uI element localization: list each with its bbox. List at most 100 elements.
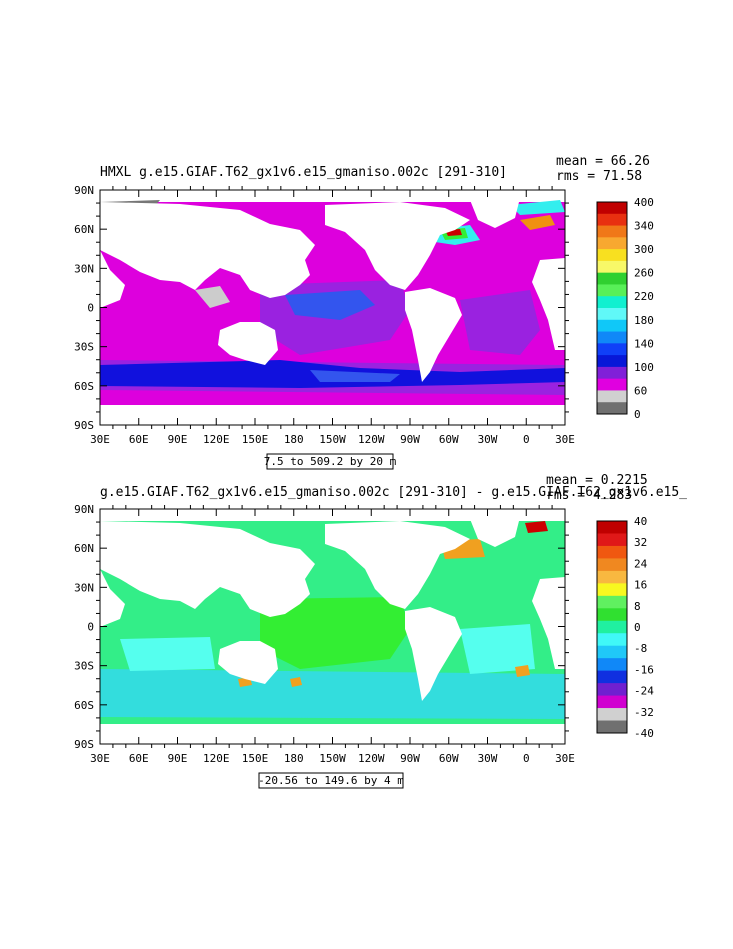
panel-2-range-label: -20.56 to 149.6 by 4 m (258, 774, 404, 787)
panel-1-rms-label: rms = (556, 169, 595, 184)
panel-1-blue-sh2 (310, 370, 400, 382)
panel-2-colorbar-swatch (597, 633, 627, 647)
panel-2-x-tick-label: 60W (439, 752, 459, 765)
panel-2-axes: 30E 60E 90E 120E 150E 180 150W 120W 90W 60W 30W 0 30… (74, 503, 575, 765)
panel-2-colorbar-swatch (597, 533, 627, 547)
panel-1-colorbar-label: 100 (634, 361, 654, 374)
panel-2-stats: mean = 0.2215 rms = 4.283 (546, 473, 648, 503)
panel-2-colorbar-swatch (597, 545, 627, 559)
panel-1-x-tick-label: 90W (400, 433, 420, 446)
panel-2-x-tick-label: 150W (319, 752, 346, 765)
panel-1-natl-orange (520, 215, 555, 230)
panel-1-colorbar-swatch (597, 260, 627, 274)
panel-1-colorbar-label: 300 (634, 243, 654, 256)
panel-1-x-tick-label: 60E (129, 433, 149, 446)
panel-2-x-tick-label: 90W (400, 752, 420, 765)
panel-2-colorbar-swatch (597, 670, 627, 684)
panel-2-x-tick-label: 120E (203, 752, 230, 765)
panel-1-colorbar-swatch (597, 390, 627, 403)
panel-1-colorbar-swatch (597, 319, 627, 333)
panel-1-colorbar-label: 340 (634, 220, 654, 233)
panel-2-x-tick-label: 30E (555, 752, 575, 765)
panel-1-rms-value: 71.58 (603, 169, 642, 184)
panel-2-colorbar-swatch (597, 695, 627, 709)
panel-2-rms-value: 4.283 (593, 488, 632, 503)
panel-2-y-tick-label: 60S (74, 699, 94, 712)
panel-1-colorbar-swatch (597, 296, 627, 309)
panel-2-sh-orange-2 (290, 677, 302, 687)
panel-2: g.e15.GIAF.T62_gx1v6.e15_gmaniso.002c [2… (74, 473, 687, 789)
panel-2-rms-label: rms = (546, 488, 585, 503)
panel-2-title: g.e15.GIAF.T62_gx1v6.e15_gmaniso.002c [2… (100, 485, 687, 500)
panel-1-x-tick-label: 150W (319, 433, 346, 446)
panel-1-x-tick-label: 30E (90, 433, 110, 446)
panel-1-mean-label: mean = (556, 154, 603, 169)
panel-1-range-label: 7.5 to 509.2 by 20 m (264, 455, 397, 468)
panel-2-colorbar-swatch (597, 708, 627, 722)
panel-2-colorbar-label: -40 (634, 727, 654, 740)
panel-1-colorbar-swatch (597, 402, 627, 415)
svg-text:rms = 71.58: rms = 71.58 (556, 169, 642, 184)
panel-1-x-tick-label: 90E (168, 433, 188, 446)
svg-text:mean = 66.26: mean = 66.26 (556, 154, 650, 169)
panel-2-colorbar-label: -24 (634, 685, 654, 698)
panel-1-stats: mean = 66.26 rms = 71.58 (556, 154, 650, 184)
panel-1-colorbar-swatch (597, 249, 627, 262)
panel-2-x-tick-label: 150E (242, 752, 269, 765)
panel-1-x-tick-label: 120W (358, 433, 385, 446)
panel-1-title: HMXL g.e15.GIAF.T62_gx1v6.e15_gmaniso.00… (100, 165, 507, 180)
panel-1-purple-band-atl (460, 290, 540, 355)
panel-2-colorbar-swatch (597, 720, 627, 734)
panel-2-colorbar-label: 24 (634, 557, 648, 570)
panel-1-y-tick-label: 90S (74, 419, 94, 432)
panel-1-y-tick-label: 30N (74, 262, 94, 275)
panel-2-colorbar-swatch (597, 583, 627, 597)
panel-1-x-tick-label: 0 (523, 433, 530, 446)
panel-1-colorbar-swatch (597, 331, 627, 344)
panel-2-x-tick-label: 60E (129, 752, 149, 765)
panel-1-x-tick-label: 30E (555, 433, 575, 446)
panel-2-colorbar-label: 16 (634, 579, 647, 592)
panel-2-y-tick-label: 60N (74, 542, 94, 555)
panel-1-range-box: 7.5 to 509.2 by 20 m (264, 453, 397, 470)
panel-1-colorbar-swatch (597, 202, 627, 215)
panel-1-x-tick-label: 30W (478, 433, 498, 446)
panel-2-colorbar: 40 32 24 16 8 0 -8 -16 -24 -32 -40 (596, 515, 654, 740)
panel-1-y-tick-label: 90N (74, 184, 94, 197)
panel-1-colorbar-label: 220 (634, 290, 654, 303)
panel-1-colorbar-swatch (597, 284, 627, 297)
panel-2-colorbar-swatch (597, 658, 627, 672)
panel-1-colorbar-swatch (597, 366, 627, 380)
panel-2-cyan-ind (120, 637, 215, 671)
panel-1-x-tick-label: 60W (439, 433, 459, 446)
svg-text:mean = 0.2215: mean = 0.2215 (546, 473, 648, 488)
panel-1-colorbar-swatch (597, 378, 627, 391)
panel-1-colorbar: 400 340 300 260 220 180 140 100 60 0 (596, 196, 654, 421)
panel-1-blue-pac (285, 290, 375, 320)
panel-2-x-tick-label: 30E (90, 752, 110, 765)
panel-2-cyan-sh (100, 669, 565, 719)
panel-1-colorbar-label: 260 (634, 267, 654, 280)
panel-1-colorbar-swatch (597, 272, 627, 285)
panel-2-map (100, 509, 565, 744)
panel-1-colorbar-label: 400 (634, 196, 654, 209)
panel-1-colorbar-swatch (597, 237, 627, 250)
panel-2-colorbar-frame (596, 520, 628, 734)
panel-1-y-tick-label: 30S (74, 341, 94, 354)
panel-1-natl-cyan2 (510, 200, 565, 215)
panel-1-y-tick-label: 0 (87, 302, 94, 315)
panel-2-sh-orange-3 (515, 665, 530, 677)
panel-1: HMXL g.e15.GIAF.T62_gx1v6.e15_gmaniso.00… (74, 154, 654, 470)
panel-2-x-tick-label: 180 (284, 752, 304, 765)
svg-text:rms = 4.283: rms = 4.283 (546, 488, 632, 503)
panel-2-y-tick-label: 30S (74, 660, 94, 673)
panel-1-axes: 30E 60E 90E 120E 150E 180 150W 120W 90W 60W 30W 0 30… (74, 184, 575, 446)
panel-2-colorbar-label: 32 (634, 536, 647, 549)
panel-1-shelf-asia (195, 286, 230, 308)
panel-2-x-tick-label: 0 (523, 752, 530, 765)
panel-1-colorbar-swatch (597, 343, 627, 356)
panel-2-y-tick-label: 0 (87, 621, 94, 634)
panel-1-colorbar-swatch (597, 225, 627, 238)
panel-1-x-tick-label: 180 (284, 433, 304, 446)
panel-2-colorbar-swatch (597, 620, 627, 634)
